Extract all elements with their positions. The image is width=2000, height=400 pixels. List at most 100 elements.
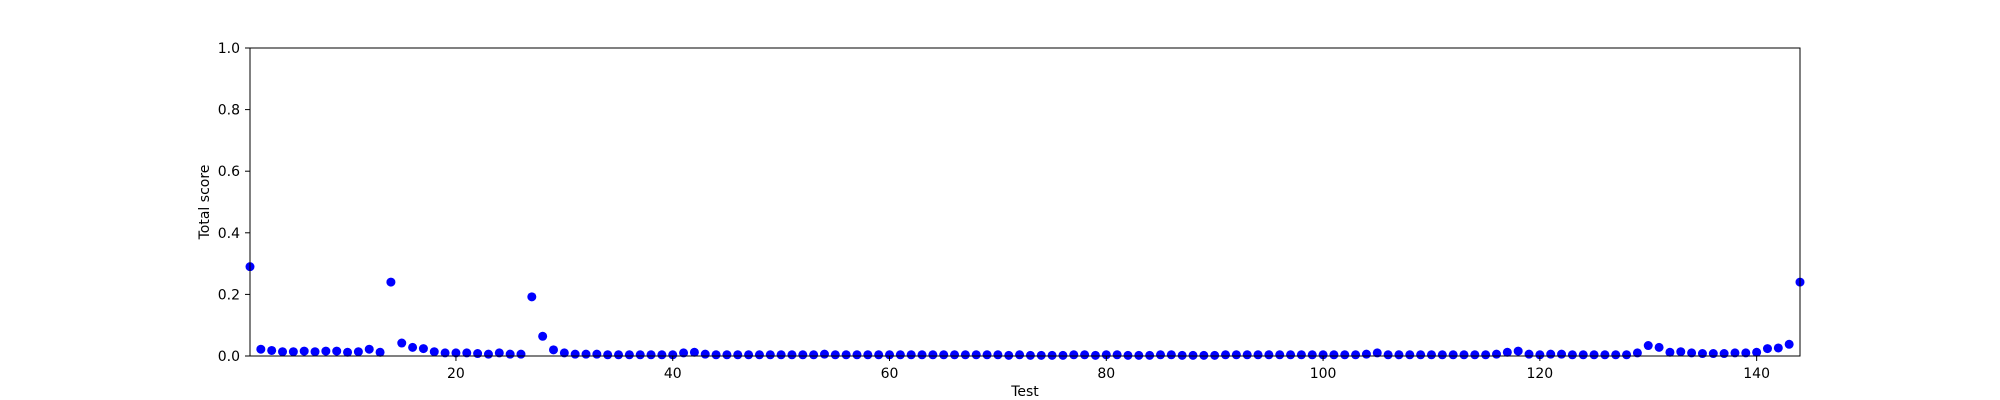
data-point	[906, 350, 916, 360]
data-point	[1470, 350, 1480, 360]
data-point	[1134, 350, 1144, 360]
data-point	[765, 350, 775, 360]
data-point	[505, 349, 515, 359]
data-point	[1589, 350, 1599, 360]
data-point	[1481, 350, 1491, 360]
data-point	[733, 350, 743, 360]
data-point	[1210, 350, 1220, 360]
data-point	[462, 348, 472, 358]
data-point	[1784, 339, 1794, 349]
data-point	[1632, 348, 1642, 358]
data-point	[549, 345, 558, 355]
data-point	[1101, 350, 1111, 360]
data-point	[624, 350, 634, 360]
data-point	[1112, 350, 1122, 360]
data-point	[1036, 350, 1046, 360]
data-point	[1047, 350, 1057, 360]
data-point	[635, 350, 645, 360]
data-point	[1199, 350, 1209, 360]
data-point	[1622, 350, 1632, 360]
data-point	[1524, 349, 1534, 359]
y-tick-label: 0.6	[218, 164, 240, 180]
data-point	[397, 338, 407, 348]
data-point	[809, 350, 819, 360]
data-point	[830, 350, 840, 360]
data-point	[1372, 348, 1382, 358]
data-point	[744, 350, 754, 360]
data-point	[711, 350, 721, 360]
data-point	[288, 347, 298, 357]
data-point	[581, 349, 591, 359]
data-point	[1004, 350, 1014, 360]
x-axis-ticks: 20 40 60 80 100 120 140	[447, 356, 1770, 382]
data-point	[1155, 350, 1165, 360]
data-point	[1351, 350, 1361, 360]
x-tick-label: 20	[447, 366, 465, 382]
data-point	[1513, 346, 1523, 356]
x-tick-label: 40	[664, 366, 682, 382]
data-point	[1329, 350, 1339, 360]
data-point	[1741, 348, 1751, 358]
data-point	[1307, 350, 1317, 360]
data-point	[874, 350, 884, 360]
y-tick-label: 0.8	[218, 103, 240, 119]
data-point	[343, 347, 353, 357]
data-point	[1058, 350, 1068, 360]
data-point	[1773, 343, 1783, 353]
data-point	[429, 347, 439, 357]
data-point	[863, 350, 873, 360]
data-point	[1166, 350, 1176, 360]
plot-frame	[249, 47, 1801, 357]
y-tick-label: 0.4	[218, 226, 240, 242]
x-tick-label: 140	[1743, 366, 1770, 382]
data-point	[993, 350, 1003, 360]
data-point	[1426, 350, 1436, 360]
y-tick-label: 0.0	[218, 349, 240, 365]
data-point	[386, 277, 396, 287]
data-point	[1340, 350, 1350, 360]
data-point	[982, 350, 992, 360]
data-point	[1188, 350, 1198, 360]
data-point	[1015, 350, 1025, 360]
data-point	[1296, 350, 1306, 360]
data-point	[256, 344, 266, 354]
data-point	[1286, 350, 1296, 360]
data-point	[603, 350, 613, 360]
data-point	[1762, 344, 1772, 354]
data-point	[451, 348, 461, 358]
data-point	[1643, 341, 1653, 351]
data-point	[1253, 350, 1263, 360]
data-point	[1231, 350, 1241, 360]
data-point	[1394, 350, 1404, 360]
data-point	[1697, 349, 1707, 359]
data-point	[971, 350, 981, 360]
data-point	[852, 350, 862, 360]
data-point	[1221, 350, 1231, 360]
data-point	[646, 350, 656, 360]
data-point	[1665, 347, 1675, 357]
data-point	[819, 349, 829, 359]
data-points	[245, 262, 1805, 360]
data-point	[321, 346, 331, 356]
x-tick-label: 80	[1097, 366, 1115, 382]
data-point	[1242, 350, 1252, 360]
data-point	[776, 350, 786, 360]
data-point	[1546, 349, 1556, 359]
data-point	[1730, 348, 1740, 358]
data-point	[1752, 347, 1762, 357]
y-tick-label: 0.2	[218, 287, 240, 303]
data-point	[787, 350, 797, 360]
data-point	[1448, 350, 1458, 360]
data-point	[1676, 347, 1686, 357]
data-point	[332, 346, 342, 356]
data-point	[483, 349, 493, 359]
data-point	[473, 349, 483, 359]
data-point	[267, 345, 277, 355]
data-point	[668, 350, 678, 360]
data-point	[798, 350, 808, 360]
data-point	[1383, 350, 1393, 360]
data-point	[1719, 349, 1729, 359]
data-point	[1361, 349, 1371, 359]
data-point	[364, 344, 374, 354]
data-point	[1708, 349, 1718, 359]
